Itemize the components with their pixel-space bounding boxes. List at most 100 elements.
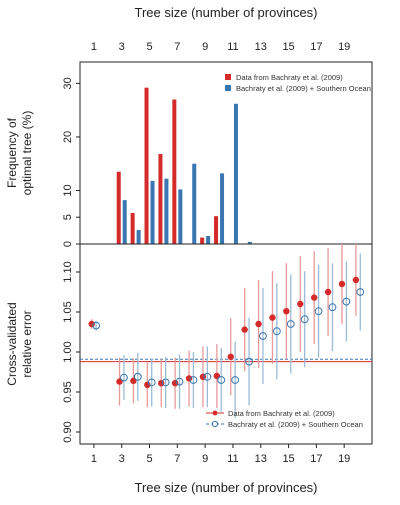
- bottom-x-tick-label: 3: [119, 453, 125, 465]
- data-point: [147, 378, 156, 387]
- reference-lines: [80, 358, 372, 363]
- frequency-bar: [200, 237, 205, 244]
- data-point: [133, 372, 142, 381]
- frequency-y-axis-title-line: optimal tree (%): [20, 111, 34, 196]
- data-point: [297, 300, 304, 308]
- data-point: [342, 297, 351, 306]
- error-legend-label: Bachraty et al. (2009) + Southern Ocean: [228, 420, 363, 429]
- data-point: [171, 380, 179, 387]
- top-x-tick-labels: 1 3 5 7 9 11 13 15 17 19: [91, 41, 350, 53]
- data-point: [328, 303, 337, 312]
- top-x-tick-label: 19: [338, 41, 350, 53]
- frequency-legend-swatch: [225, 74, 231, 80]
- frequency-bar: [172, 99, 177, 245]
- bottom-x-tick-label: 13: [255, 453, 267, 465]
- bottom-x-tick-label: 1: [91, 453, 97, 465]
- frequency-panel: Frequency of optimal tree (%) 0 5 10 20 30 Da…: [5, 61, 373, 247]
- top-x-tick-label: 11: [227, 41, 238, 53]
- error-legend-marker: [212, 410, 218, 416]
- data-point: [245, 357, 253, 366]
- frequency-axes: 0 5 10 20 30: [62, 77, 80, 247]
- top-x-tick-label: 13: [255, 41, 267, 53]
- error-legend-marker: [211, 420, 219, 428]
- data-point: [269, 314, 276, 321]
- data-point: [286, 320, 295, 328]
- frequency-bar: [247, 241, 252, 244]
- data-point: [161, 378, 170, 387]
- frequency-legend-label: Data from Bachraty et al. (2009): [236, 73, 343, 82]
- frequency-bar: [116, 171, 121, 244]
- data-point: [283, 308, 290, 315]
- frequency-legend-label: Bachraty et al. (2009) + Southern Ocean: [236, 84, 371, 93]
- data-point: [88, 320, 95, 328]
- error-points: [88, 244, 365, 419]
- frequency-bar: [220, 173, 225, 244]
- error-y-axis-title-line: relative error: [20, 310, 34, 377]
- bottom-x-tick-label: 11: [227, 453, 238, 465]
- frequency-y-tick-label: 0: [62, 241, 74, 247]
- data-point: [300, 315, 309, 324]
- frequency-y-axis-title-line: Frequency of: [5, 117, 19, 188]
- frequency-bar: [122, 200, 127, 244]
- data-point: [259, 332, 267, 340]
- bottom-x-tick-label: 9: [202, 453, 208, 465]
- frequency-bar: [150, 180, 155, 244]
- data-point: [189, 376, 198, 384]
- frequency-bars: [116, 87, 252, 245]
- data-point: [213, 372, 221, 380]
- frequency-legend-swatch: [225, 85, 231, 91]
- top-x-axis-title: Tree size (number of provinces): [134, 5, 317, 20]
- frequency-bar: [206, 235, 211, 244]
- data-point: [352, 276, 360, 284]
- error-y-tick-label: 1.05: [62, 301, 74, 322]
- data-point: [241, 326, 248, 333]
- frequency-bar: [233, 103, 238, 245]
- data-point: [130, 377, 137, 384]
- data-point: [144, 381, 151, 388]
- data-point: [175, 377, 184, 386]
- data-point: [231, 376, 240, 384]
- frequency-y-axis-title: Frequency of optimal tree (%): [5, 111, 34, 196]
- data-point: [203, 372, 212, 381]
- bottom-x-axis-title: Tree size (number of provinces): [134, 480, 317, 495]
- error-y-tick-label: 0.95: [62, 381, 74, 402]
- frequency-bar: [130, 212, 135, 244]
- error-legend-label: Data from Bachraty et al. (2009): [228, 409, 335, 418]
- frequency-y-tick-label: 10: [62, 184, 74, 196]
- data-point: [272, 327, 281, 336]
- top-x-tick-label: 15: [282, 41, 294, 53]
- frequency-bar: [158, 154, 163, 244]
- data-point: [185, 375, 193, 382]
- error-legend: Data from Bachraty et al. (2009) Bachraty…: [206, 409, 363, 429]
- error-y-tick-label: 1.00: [62, 341, 74, 362]
- error-y-tick-label: 1.10: [62, 261, 74, 282]
- top-x-tick-label: 9: [202, 41, 208, 53]
- frequency-bar: [144, 87, 149, 244]
- bottom-x-tick-labels: 1 3 5 7 9 11 13 15 17 19: [91, 453, 350, 465]
- data-point: [116, 378, 123, 385]
- frequency-bar: [214, 216, 219, 244]
- bottom-x-tick-label: 7: [174, 453, 180, 465]
- top-x-tick-label: 5: [146, 41, 152, 53]
- top-x-tick-label: 1: [91, 41, 97, 53]
- top-x-tick-label: 3: [119, 41, 125, 53]
- error-y-axis-title: Cross-validated relative error: [5, 302, 34, 385]
- bottom-x-tick-label: 15: [282, 453, 294, 465]
- data-point: [324, 288, 332, 296]
- data-point: [310, 294, 318, 301]
- error-panel: Cross-validated relative error 0.90 0.95 1.…: [5, 243, 373, 448]
- error-panel-frame: [79, 243, 373, 445]
- frequency-y-tick-label: 5: [62, 214, 74, 220]
- frequency-bar: [164, 178, 169, 244]
- frequency-bar: [136, 230, 141, 244]
- data-point: [338, 280, 346, 288]
- error-y-tick-label: 0.90: [62, 421, 74, 442]
- frequency-legend: Data from Bachraty et al. (2009) Bachraty…: [225, 73, 371, 93]
- frequency-bar: [178, 189, 183, 244]
- top-x-tick-label: 17: [310, 41, 322, 53]
- frequency-y-tick-label: 30: [62, 77, 74, 89]
- data-point: [227, 353, 234, 360]
- bottom-x-tick-label: 19: [338, 453, 350, 465]
